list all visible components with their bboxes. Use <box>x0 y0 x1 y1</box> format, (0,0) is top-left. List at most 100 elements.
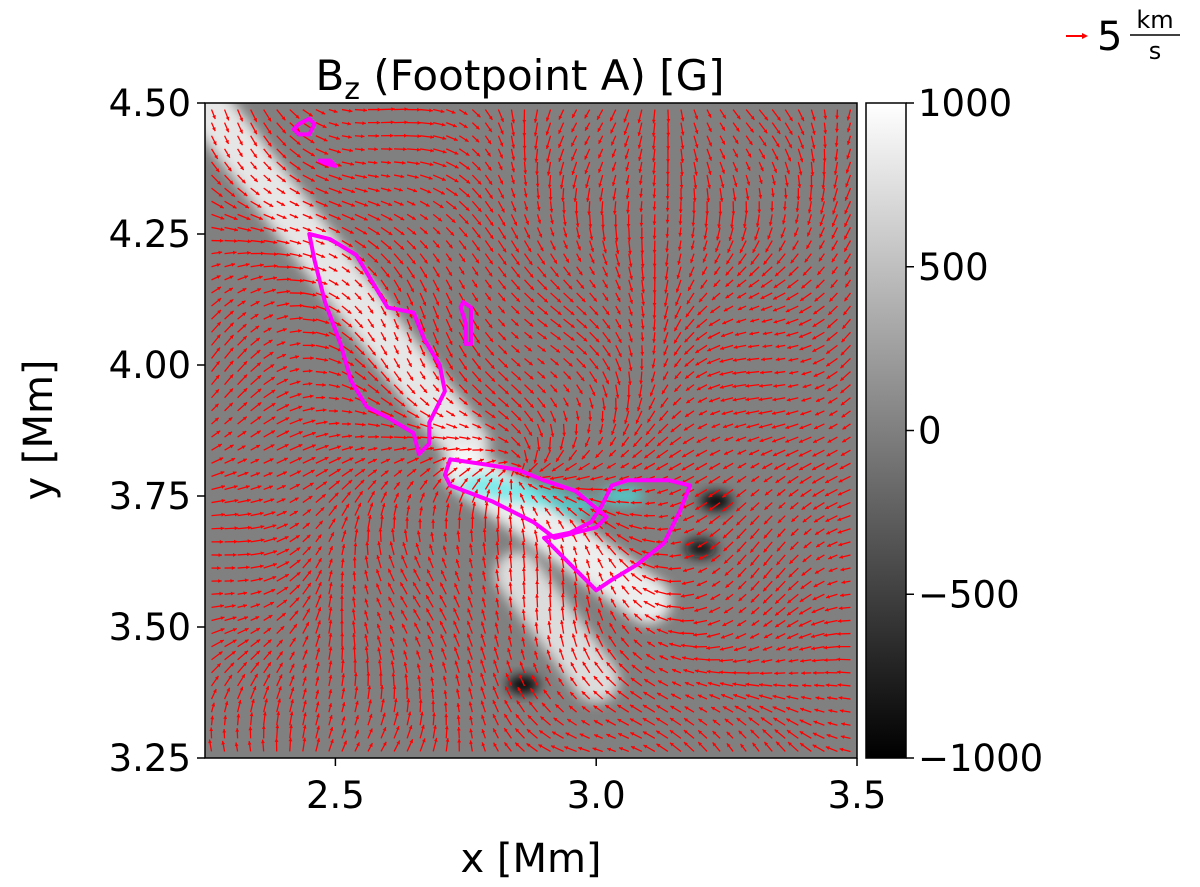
vector-arrowhead-1996 <box>721 155 726 160</box>
vector-arrowhead-2036 <box>725 282 730 287</box>
vector-arrowhead-371 <box>310 469 315 474</box>
vector-arrowhead-635 <box>370 297 375 302</box>
vector-arrowhead-1186 <box>516 285 521 290</box>
vector-arrowhead-1940 <box>703 235 708 240</box>
vector-arrowhead-1027 <box>477 401 482 406</box>
vector-arrowhead-848 <box>429 121 434 126</box>
vector-arrowhead-1907 <box>693 657 698 661</box>
vector-arrowhead-1626 <box>624 420 628 424</box>
vector-arrowhead-1102 <box>492 714 497 719</box>
vector-arrowhead-2263 <box>788 586 792 591</box>
vector-arrowhead-1807 <box>670 655 675 660</box>
vector-arrowhead-521 <box>349 468 353 473</box>
vector-arrowhead-1778 <box>661 390 666 395</box>
vector-arrowhead-90 <box>234 227 238 232</box>
vector-arrowhead-1759 <box>656 628 661 633</box>
vector-arrowhead-1068 <box>484 501 489 506</box>
vector-arrowhead-390 <box>307 227 312 232</box>
vector-arrowhead-1504 <box>593 690 598 695</box>
vector-arrowhead-232 <box>267 327 272 332</box>
vector-arrowhead-1150 <box>504 742 509 747</box>
vector-arrowhead-810 <box>413 609 417 614</box>
vector-arrowhead-88 <box>232 250 237 255</box>
vector-arrowhead-32 <box>216 321 221 326</box>
vector-arrowhead-2440 <box>831 234 836 239</box>
vector-arrowhead-306 <box>290 663 295 668</box>
vector-arrowhead-237 <box>273 264 278 268</box>
vector-arrowhead-1497 <box>584 141 589 146</box>
vector-arrowhead-525 <box>347 422 352 426</box>
vector-arrowhead-1794 <box>665 184 670 188</box>
vector-arrowhead-762 <box>400 582 404 587</box>
vector-arrowhead-39 <box>219 238 224 243</box>
vector-arrowhead-250 <box>274 738 279 742</box>
vector-arrowhead-181 <box>255 337 260 342</box>
vector-arrowhead-1633 <box>628 323 633 328</box>
vector-arrowhead-1499 <box>584 114 589 119</box>
vector-arrowhead-2480 <box>840 364 845 369</box>
vector-arrowhead-305 <box>290 675 295 680</box>
vector-arrowhead-1338 <box>553 259 557 264</box>
vector-arrowhead-1154 <box>505 686 509 691</box>
vector-arrowhead-1957 <box>706 657 710 662</box>
vector-arrowhead-858 <box>427 635 432 640</box>
vector-arrowhead-1187 <box>516 273 520 278</box>
vector-arrowhead-594 <box>363 174 367 179</box>
vector-arrowhead-807 <box>416 650 420 655</box>
vector-arrowhead-908 <box>440 634 444 639</box>
vector-arrowhead-657 <box>377 647 381 652</box>
vector-arrowhead-2074 <box>735 437 740 442</box>
vector-arrowhead-2484 <box>843 311 848 316</box>
vector-arrowhead-21 <box>220 471 225 475</box>
vector-arrowhead-1174 <box>516 442 521 447</box>
vector-arrowhead-2042 <box>731 211 736 215</box>
vector-arrowhead-1931 <box>695 349 700 353</box>
vector-arrowhead-1248 <box>522 133 527 137</box>
vector-arrowhead-2194 <box>772 181 776 186</box>
vector-arrowhead-940 <box>450 231 454 236</box>
vector-arrowhead-2106 <box>745 671 750 676</box>
vector-arrowhead-2346 <box>811 158 816 163</box>
vector-arrowhead-739 <box>400 245 404 250</box>
vector-arrowhead-2384 <box>813 310 818 315</box>
vector-arrowhead-1523 <box>595 453 600 458</box>
vector-arrowhead-428 <box>322 383 326 387</box>
vector-arrowhead-1121 <box>502 469 507 473</box>
vector-arrowhead-1649 <box>623 118 628 123</box>
vector-arrowhead-1204 <box>517 687 522 692</box>
vector-arrowhead-316 <box>295 535 300 539</box>
vector-arrowhead-734 <box>395 313 400 318</box>
vector-arrowhead-2048 <box>735 127 740 132</box>
vector-arrowhead-1086 <box>487 284 492 289</box>
vector-arrowhead-1811 <box>667 604 671 609</box>
vector-arrowhead-2049 <box>736 115 741 120</box>
vector-arrowhead-1898 <box>694 129 699 134</box>
vector-arrowhead-1975 <box>711 424 716 428</box>
vector-arrowhead-2178 <box>759 383 763 388</box>
vector-arrowhead-1427 <box>577 402 581 407</box>
vector-arrowhead-2112 <box>750 598 755 603</box>
vector-arrowhead-1660 <box>634 613 639 618</box>
vector-arrowhead-1372 <box>552 467 557 472</box>
vector-arrowhead-1636 <box>629 287 634 292</box>
vector-arrowhead-2236 <box>773 284 778 288</box>
vector-arrowhead-609 <box>364 622 368 627</box>
vector-arrowhead-1754 <box>657 692 662 697</box>
vector-arrowhead-2271 <box>787 479 792 484</box>
vector-arrowhead-405 <box>315 676 320 681</box>
vector-arrowhead-1851 <box>683 730 688 734</box>
vector-arrowhead-2003 <box>722 706 727 710</box>
vector-arrowhead-2464 <box>840 567 845 572</box>
vector-arrowhead-2349 <box>811 116 816 121</box>
vector-arrowhead-2421 <box>825 479 830 483</box>
vector-arrowhead-1544 <box>598 183 603 188</box>
vector-arrowhead-1158 <box>507 635 512 640</box>
vector-arrowhead-2392 <box>820 210 824 215</box>
vector-arrowhead-6 <box>216 663 221 668</box>
vector-arrowhead-651 <box>382 727 387 732</box>
vector-arrowhead-874 <box>442 436 447 441</box>
vector-arrowhead-1709 <box>646 628 651 632</box>
vector-arrowhead-2094 <box>746 181 751 186</box>
vector-arrowhead-1941 <box>704 223 709 228</box>
vector-arrowhead-1485 <box>593 297 597 302</box>
